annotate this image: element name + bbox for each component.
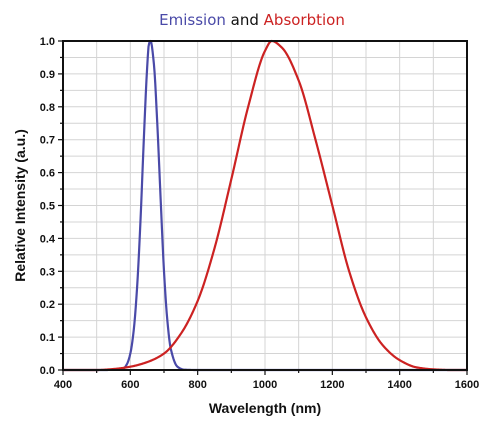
y-tick-label: 0.7 (40, 135, 55, 147)
x-tick-label: 1000 (253, 379, 277, 391)
x-tick-label: 400 (54, 379, 72, 391)
x-tick-label: 1600 (455, 379, 479, 391)
chart-title: Emission and Absorbtion (159, 11, 345, 29)
title-connector: and (226, 11, 264, 29)
ticks: 400 600 800 1000 1200 1400 1600 0.0 0.1 0.2 0.3 0.4… (40, 36, 480, 391)
y-tick-label: 0.6 (40, 168, 55, 180)
x-tick-label: 1400 (387, 379, 411, 391)
y-tick-label: 0.8 (40, 102, 55, 114)
y-tick-label: 1.0 (40, 36, 55, 48)
absorbtion-curve (62, 39, 468, 372)
y-tick-label: 0.1 (40, 332, 55, 344)
grid (62, 40, 468, 371)
y-tick-label: 0.5 (40, 201, 55, 213)
x-axis-title: Wavelength (nm) (209, 400, 321, 416)
y-axis-title: Relative Intensity (a.u.) (12, 129, 28, 281)
y-tick-label: 0.4 (40, 233, 56, 245)
y-tick-label: 0.3 (40, 266, 55, 278)
title-absorbtion: Absorbtion (264, 11, 345, 29)
x-tick-label: 800 (188, 379, 206, 391)
title-emission: Emission (159, 11, 226, 29)
x-tick-label: 1200 (320, 379, 344, 391)
y-tick-label: 0.2 (40, 299, 55, 311)
y-tick-label: 0.0 (40, 365, 55, 377)
x-tick-label: 600 (121, 379, 139, 391)
y-tick-label: 0.9 (40, 69, 55, 81)
